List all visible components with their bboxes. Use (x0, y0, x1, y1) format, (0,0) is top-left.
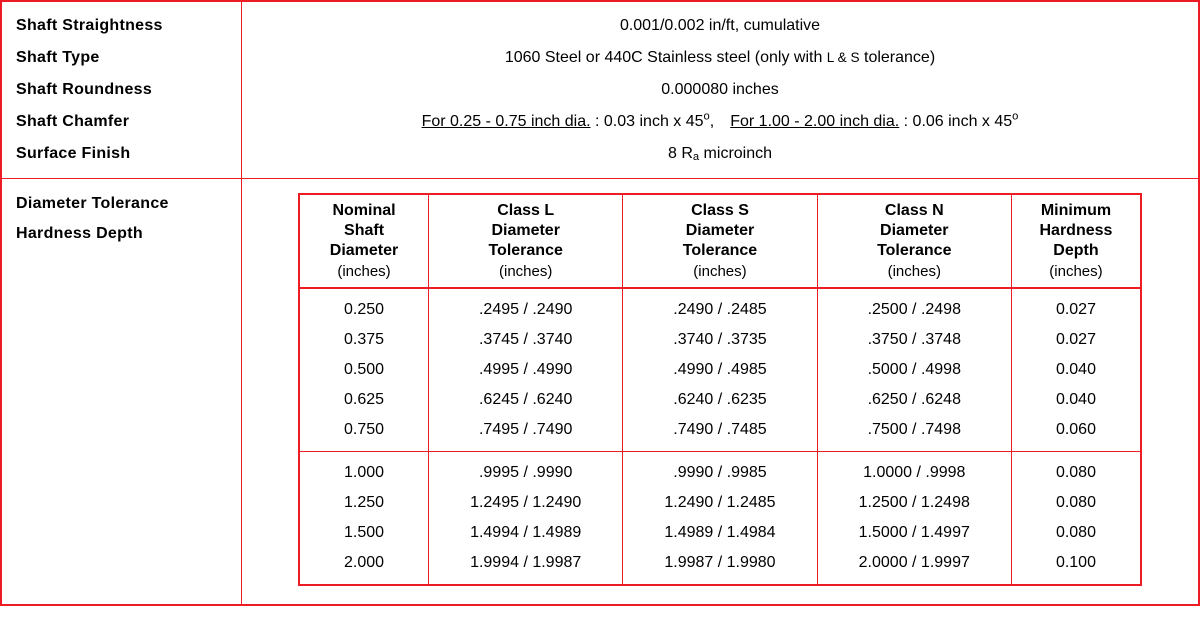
spec-labels-col: Shaft Straightness Shaft Type Shaft Roun… (2, 2, 242, 178)
table-cell: .9995 / .9990 (429, 452, 623, 489)
label-shaft-straightness: Shaft Straightness (16, 10, 227, 42)
tolerance-table-head: NominalShaftDiameter(inches)Class LDiame… (299, 194, 1141, 288)
spec-top-region: Shaft Straightness Shaft Type Shaft Roun… (2, 2, 1198, 178)
tolerance-table-body: 0.250.2495 / .2490.2490 / .2485.2500 / .… (299, 288, 1141, 585)
chamfer-range2-label: For 1.00 - 2.00 inch dia. (730, 113, 899, 130)
table-cell: 1.4994 / 1.4989 (429, 518, 623, 548)
surface-finish-prefix: 8 R (668, 145, 693, 162)
table-cell: 0.040 (1011, 355, 1141, 385)
table-row: 0.250.2495 / .2490.2490 / .2485.2500 / .… (299, 288, 1141, 325)
table-cell: .4990 / .4985 (623, 355, 817, 385)
label-shaft-roundness: Shaft Roundness (16, 74, 227, 106)
table-cell: 0.500 (299, 355, 429, 385)
table-cell: 1.9994 / 1.9987 (429, 548, 623, 585)
table-cell: 1.9987 / 1.9980 (623, 548, 817, 585)
table-cell: .6250 / .6248 (817, 385, 1011, 415)
table-cell: 1.2490 / 1.2485 (623, 488, 817, 518)
table-cell: 0.250 (299, 288, 429, 325)
chamfer-degree-2: o (1012, 111, 1018, 123)
table-header-cell: NominalShaftDiameter(inches) (299, 194, 429, 288)
table-cell: .2495 / .2490 (429, 288, 623, 325)
table-row: 1.000.9995 / .9990.9990 / .99851.0000 / … (299, 452, 1141, 489)
label-hardness-depth: Hardness Depth (16, 219, 227, 249)
surface-finish-suffix: microinch (699, 145, 772, 162)
table-cell: 0.060 (1011, 415, 1141, 452)
value-shaft-straightness: 0.001/0.002 in/ft, cumulative (256, 10, 1184, 42)
table-cell: .6245 / .6240 (429, 385, 623, 415)
table-cell: 1.4989 / 1.4984 (623, 518, 817, 548)
table-cell: .7500 / .7498 (817, 415, 1011, 452)
value-shaft-roundness: 0.000080 inches (256, 74, 1184, 106)
table-cell: 1.000 (299, 452, 429, 489)
table-cell: 2.0000 / 1.9997 (817, 548, 1011, 585)
table-cell: 1.2495 / 1.2490 (429, 488, 623, 518)
table-cell: .3750 / .3748 (817, 325, 1011, 355)
spec-values-col: 0.001/0.002 in/ft, cumulative 1060 Steel… (242, 2, 1198, 178)
chamfer-separator: , (710, 113, 730, 130)
table-header-row: NominalShaftDiameter(inches)Class LDiame… (299, 194, 1141, 288)
chamfer-range2-value: : 0.06 inch x 45 (899, 113, 1012, 130)
table-cell: 0.027 (1011, 325, 1141, 355)
surface-finish-sub: a (693, 151, 699, 163)
table-cell: .7490 / .7485 (623, 415, 817, 452)
table-cell: 0.625 (299, 385, 429, 415)
table-cell: .9990 / .9985 (623, 452, 817, 489)
table-cell: 0.080 (1011, 488, 1141, 518)
table-header-cell: Class NDiameterTolerance(inches) (817, 194, 1011, 288)
value-shaft-type-small: L & S (827, 50, 860, 65)
table-row: 0.750.7495 / .7490.7490 / .7485.7500 / .… (299, 415, 1141, 452)
value-shaft-chamfer: For 0.25 - 0.75 inch dia. : 0.03 inch x … (256, 106, 1184, 138)
table-cell: .2490 / .2485 (623, 288, 817, 325)
table-cell: 0.080 (1011, 452, 1141, 489)
chamfer-range1-label: For 0.25 - 0.75 inch dia. (422, 113, 591, 130)
table-row: 2.0001.9994 / 1.99871.9987 / 1.99802.000… (299, 548, 1141, 585)
label-surface-finish: Surface Finish (16, 138, 227, 170)
table-cell: 1.250 (299, 488, 429, 518)
value-shaft-type-prefix: 1060 Steel or 440C Stainless steel (only… (505, 49, 827, 66)
table-row: 1.2501.2495 / 1.24901.2490 / 1.24851.250… (299, 488, 1141, 518)
table-cell: 0.750 (299, 415, 429, 452)
spec-bottom-content: NominalShaftDiameter(inches)Class LDiame… (242, 179, 1198, 604)
table-cell: 0.080 (1011, 518, 1141, 548)
table-row: 0.500.4995 / .4990.4990 / .4985.5000 / .… (299, 355, 1141, 385)
chamfer-range1-value: : 0.03 inch x 45 (591, 113, 704, 130)
table-cell: .4995 / .4990 (429, 355, 623, 385)
table-cell: 1.2500 / 1.2498 (817, 488, 1011, 518)
table-row: 1.5001.4994 / 1.49891.4989 / 1.49841.500… (299, 518, 1141, 548)
value-shaft-type: 1060 Steel or 440C Stainless steel (only… (256, 42, 1184, 74)
table-cell: .6240 / .6235 (623, 385, 817, 415)
table-cell: 0.100 (1011, 548, 1141, 585)
table-cell: .7495 / .7490 (429, 415, 623, 452)
spec-bottom-labels: Diameter Tolerance Hardness Depth (2, 179, 242, 604)
table-cell: .5000 / .4998 (817, 355, 1011, 385)
table-header-cell: Class SDiameterTolerance(inches) (623, 194, 817, 288)
spec-bottom-region: Diameter Tolerance Hardness Depth Nomina… (2, 179, 1198, 604)
table-header-cell: MinimumHardnessDepth(inches) (1011, 194, 1141, 288)
table-cell: 0.027 (1011, 288, 1141, 325)
label-shaft-chamfer: Shaft Chamfer (16, 106, 227, 138)
tolerance-table: NominalShaftDiameter(inches)Class LDiame… (298, 193, 1142, 586)
table-cell: 1.500 (299, 518, 429, 548)
table-cell: 2.000 (299, 548, 429, 585)
table-cell: 0.040 (1011, 385, 1141, 415)
table-cell: 1.5000 / 1.4997 (817, 518, 1011, 548)
table-cell: 1.0000 / .9998 (817, 452, 1011, 489)
label-diameter-tolerance: Diameter Tolerance (16, 189, 227, 219)
label-shaft-type: Shaft Type (16, 42, 227, 74)
value-shaft-type-suffix: tolerance) (860, 49, 936, 66)
spec-sheet: Shaft Straightness Shaft Type Shaft Roun… (0, 0, 1200, 606)
table-row: 0.375.3745 / .3740.3740 / .3735.3750 / .… (299, 325, 1141, 355)
table-cell: 0.375 (299, 325, 429, 355)
table-header-cell: Class LDiameterTolerance(inches) (429, 194, 623, 288)
value-surface-finish: 8 Ra microinch (256, 138, 1184, 170)
table-cell: .3740 / .3735 (623, 325, 817, 355)
table-cell: .3745 / .3740 (429, 325, 623, 355)
table-cell: .2500 / .2498 (817, 288, 1011, 325)
table-row: 0.625.6245 / .6240.6240 / .6235.6250 / .… (299, 385, 1141, 415)
